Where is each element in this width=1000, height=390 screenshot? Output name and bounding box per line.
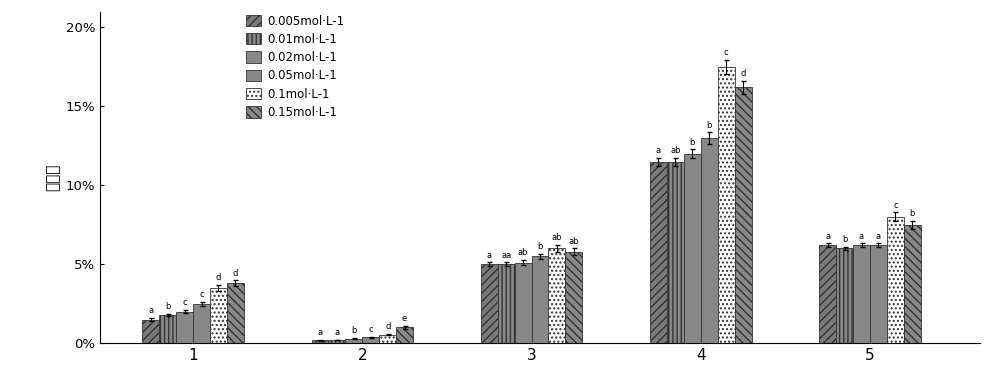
- Bar: [498, 264, 515, 343]
- Text: b: b: [842, 235, 847, 244]
- Bar: [904, 225, 921, 343]
- Bar: [362, 337, 379, 343]
- Text: d: d: [385, 322, 390, 331]
- Bar: [887, 217, 904, 343]
- Text: ab: ab: [670, 146, 681, 155]
- Bar: [667, 162, 684, 343]
- Bar: [853, 245, 870, 343]
- Bar: [193, 304, 210, 343]
- Text: ab: ab: [569, 237, 579, 246]
- Text: d: d: [216, 273, 221, 282]
- Text: a: a: [317, 328, 323, 337]
- Text: a: a: [487, 250, 492, 259]
- Bar: [532, 256, 548, 343]
- Bar: [684, 154, 701, 343]
- Bar: [836, 248, 853, 343]
- Bar: [481, 264, 498, 343]
- Bar: [379, 335, 396, 343]
- Text: a: a: [334, 328, 339, 337]
- Bar: [515, 263, 532, 343]
- Text: e: e: [402, 314, 407, 323]
- Text: c: c: [368, 325, 373, 334]
- Bar: [345, 339, 362, 343]
- Y-axis label: 去除率: 去除率: [45, 164, 60, 191]
- Bar: [735, 87, 752, 343]
- Text: b: b: [537, 242, 543, 251]
- Bar: [176, 312, 193, 343]
- Text: c: c: [199, 290, 204, 299]
- Text: aa: aa: [501, 250, 511, 259]
- Text: b: b: [690, 138, 695, 147]
- Text: d: d: [740, 69, 746, 78]
- Bar: [701, 138, 718, 343]
- Bar: [142, 319, 159, 343]
- Bar: [328, 340, 345, 343]
- Bar: [159, 315, 176, 343]
- Text: a: a: [859, 232, 864, 241]
- Bar: [565, 252, 582, 343]
- Text: b: b: [165, 302, 170, 311]
- Bar: [312, 340, 328, 343]
- Bar: [210, 288, 227, 343]
- Text: c: c: [893, 200, 898, 210]
- Bar: [227, 283, 244, 343]
- Text: c: c: [724, 48, 728, 57]
- Bar: [870, 245, 887, 343]
- Bar: [718, 67, 735, 343]
- Text: d: d: [233, 269, 238, 278]
- Text: a: a: [656, 146, 661, 155]
- Text: b: b: [910, 209, 915, 218]
- Text: ab: ab: [518, 248, 528, 257]
- Text: c: c: [182, 298, 187, 307]
- Text: a: a: [148, 307, 153, 316]
- Text: a: a: [825, 232, 830, 241]
- Legend: 0.005mol·L-1, 0.01mol·L-1, 0.02mol·L-1, 0.05mol·L-1, 0.1mol·L-1, 0.15mol·L-1: 0.005mol·L-1, 0.01mol·L-1, 0.02mol·L-1, …: [242, 11, 348, 122]
- Text: ab: ab: [552, 233, 562, 242]
- Text: a: a: [876, 232, 881, 241]
- Bar: [548, 248, 565, 343]
- Bar: [650, 162, 667, 343]
- Text: b: b: [351, 326, 357, 335]
- Bar: [819, 245, 836, 343]
- Bar: [396, 328, 413, 343]
- Text: b: b: [707, 121, 712, 129]
